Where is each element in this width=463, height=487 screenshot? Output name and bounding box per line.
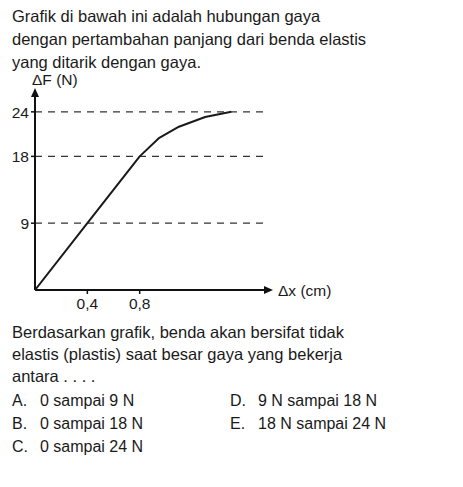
grid-line: [35, 156, 264, 157]
question-line: Berdasarkan grafik, benda akan bersifat …: [12, 323, 345, 341]
x-axis-arrow: [264, 286, 273, 294]
plot-area: [35, 112, 231, 290]
y-axis: [34, 97, 36, 290]
y-tick-label: 9: [20, 215, 29, 232]
option-text: 9 N sampai 18 N: [258, 392, 377, 409]
y-tick-label: 18: [12, 148, 29, 165]
x-tick-label: 0,4: [77, 295, 99, 312]
option-letter: B.: [12, 415, 27, 432]
intro-line: Grafik di bawah ini adalah hubungan gaya: [12, 7, 321, 25]
option-letter: D.: [230, 392, 246, 409]
option-text: 18 N sampai 24 N: [258, 415, 386, 432]
option-text: 0 sampai 24 N: [40, 438, 143, 455]
y-tick-label: 24: [12, 104, 30, 121]
question-line: elastis (plastis) saat besar gaya yang b…: [12, 345, 343, 363]
option-letter: C.: [12, 438, 28, 455]
option-letter: A.: [12, 392, 27, 409]
page: Grafik di bawah ini adalah hubungan gaya…: [0, 0, 463, 487]
option-text: 0 sampai 9 N: [40, 392, 134, 409]
y-axis-arrow: [31, 88, 39, 97]
force-curve: [35, 112, 231, 290]
x-tick-label: 0,8: [129, 295, 151, 312]
y-axis-label: ΔF (N): [32, 71, 78, 88]
grid-line: [35, 223, 264, 224]
question-line: antara . . . .: [12, 367, 95, 385]
x-axis-label: Δx (cm): [278, 282, 331, 299]
option-letter: E.: [230, 415, 245, 432]
intro-line: dengan pertambahan panjang dari benda el…: [12, 30, 366, 48]
option-text: 0 sampai 18 N: [40, 415, 143, 432]
intro-line: yang ditarik dengan gaya.: [12, 53, 201, 71]
background: [0, 0, 463, 487]
x-axis: [35, 289, 264, 291]
